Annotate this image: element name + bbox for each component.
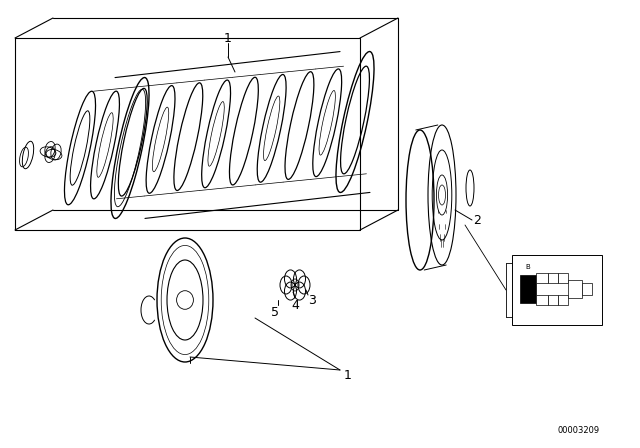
Text: 2: 2 (473, 214, 481, 227)
Text: 1: 1 (224, 31, 232, 44)
Bar (558, 273, 568, 283)
Text: 1: 1 (344, 369, 352, 382)
Bar (520, 275, 536, 303)
Text: 4: 4 (291, 298, 299, 311)
Bar (558, 295, 568, 305)
Bar (512, 255, 602, 325)
Text: 5: 5 (271, 306, 279, 319)
Text: 3: 3 (308, 293, 316, 306)
Bar (548, 273, 558, 283)
Bar (582, 283, 592, 295)
Text: 00003209: 00003209 (558, 426, 600, 435)
Bar (536, 273, 548, 283)
Bar (536, 295, 548, 305)
Bar (568, 280, 582, 298)
Bar (548, 295, 558, 305)
Text: B: B (525, 264, 531, 270)
